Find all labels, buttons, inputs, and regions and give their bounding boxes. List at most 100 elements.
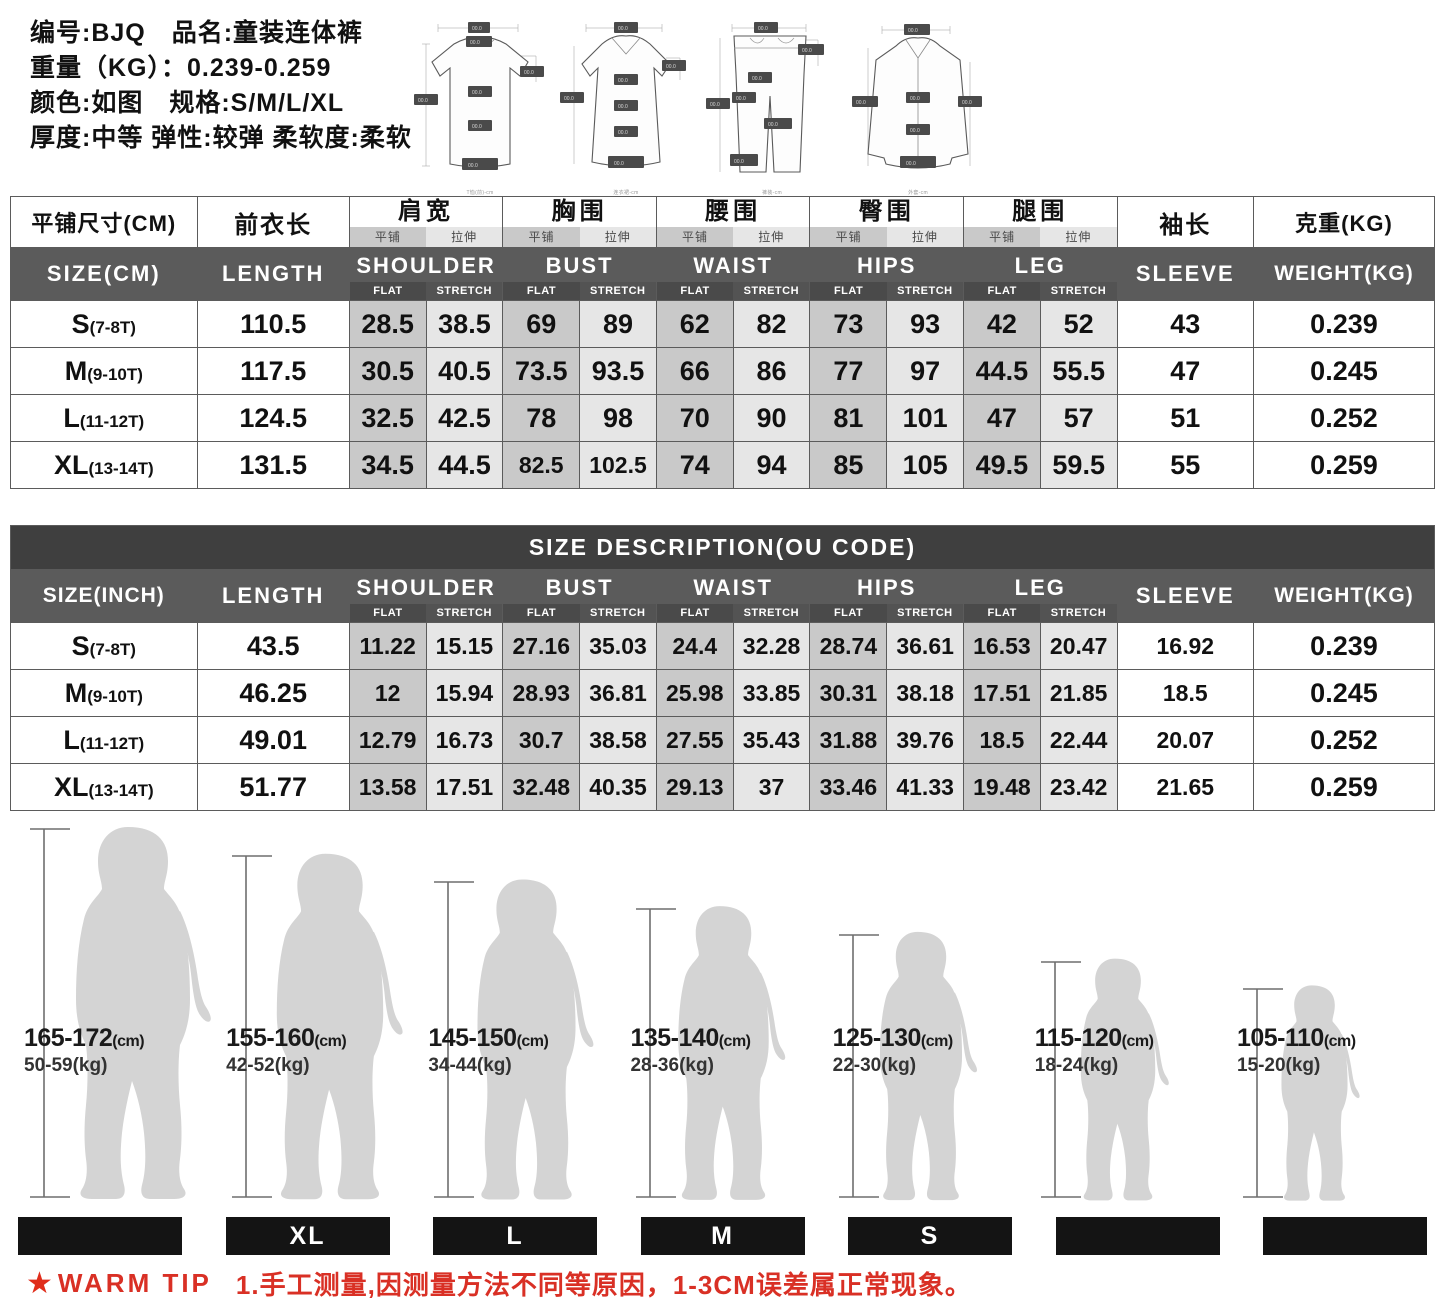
inch-row-3-hips-flat: 33.46 xyxy=(809,763,888,811)
inch-header-en-shoulder-stretch: STRETCH xyxy=(426,604,503,622)
inch-header-en-waist-flat: FLAT xyxy=(656,604,734,622)
cm-row-0-shoulder-stretch: 38.5 xyxy=(425,300,504,348)
cm-row-1-shoulder-stretch: 40.5 xyxy=(425,347,504,395)
figure-column: 135-140(cm) 28-36(kg) xyxy=(624,823,820,1211)
cm-header-en-shoulder-stretch: STRETCH xyxy=(426,282,503,300)
svg-text:00.0: 00.0 xyxy=(470,40,480,46)
inch-row-1-shoulder-flat: 12 xyxy=(348,669,427,717)
inch-row-3-leg-flat: 19.48 xyxy=(963,763,1041,811)
pants-diagram: 00.0 00.0 00.0 00.0 00.0 00.0 00.0 裤装-cm xyxy=(702,14,842,196)
cm-header-cn-size: 平铺尺寸(CM) xyxy=(10,196,198,248)
svg-text:00.0: 00.0 xyxy=(736,96,746,102)
cm-header-en-shoulder-flat: FLAT xyxy=(349,282,427,300)
cm-header-en-length: LENGTH xyxy=(196,247,350,301)
cm-header-cn-shoulder-stretch: 拉伸 xyxy=(426,227,503,247)
inch-header-en-bust: BUST xyxy=(545,575,614,600)
inch-row-1-size-label: M xyxy=(64,677,88,708)
svg-text:00.0: 00.0 xyxy=(666,64,676,70)
cm-row-2-waist-flat: 70 xyxy=(655,394,734,442)
inch-row-2-length: 49.01 xyxy=(196,716,350,764)
child-silhouette xyxy=(1029,823,1225,1203)
cm-header-cn-hips-flat: 平铺 xyxy=(810,227,887,247)
size-bar-m: M xyxy=(640,1217,805,1255)
cm-header-en-shoulder-group: SHOULDER FLAT STRETCH xyxy=(348,247,504,301)
cm-header-cn-sleeve: 袖长 xyxy=(1116,196,1254,248)
inch-row-1-waist-flat: 25.98 xyxy=(655,669,734,717)
inch-row-3-size: XL(13-14T) xyxy=(10,763,198,811)
size-description-banner: SIZE DESCRIPTION(OU CODE) xyxy=(10,525,1435,570)
pants-caption: 裤装-cm xyxy=(762,190,782,196)
cm-header-cn-hips: 臀围 xyxy=(858,198,915,225)
warm-tip-cn-label: 1.手工测量,因测量方法不同等原因，1-3CM误差属正常现象。 xyxy=(235,1270,972,1300)
product-color: 颜色:如图 xyxy=(30,89,144,117)
cm-header-cn-shoulder-flat: 平铺 xyxy=(349,227,427,247)
product-info-line-2: 重量（KG）：0.239-0.259 xyxy=(30,51,410,86)
cm-row-3-size-label: XL xyxy=(53,449,89,480)
inch-header-en-size: SIZE(INCH) xyxy=(10,569,198,623)
size-bar-xl: XL xyxy=(225,1217,390,1255)
cm-header-cn-leg-group: 腿围 平铺 拉伸 xyxy=(963,196,1118,248)
cm-row-3-hips-stretch: 105 xyxy=(886,441,965,489)
inch-row-0-shoulder-flat: 11.22 xyxy=(348,622,427,670)
cm-row-2-age: (11-12T) xyxy=(79,411,145,431)
svg-text:00.0: 00.0 xyxy=(472,124,482,130)
warm-tip-en-label: WARM TIP xyxy=(57,1268,212,1298)
cm-row-1-waist-stretch: 86 xyxy=(732,347,811,395)
inch-row-3-waist-flat: 29.13 xyxy=(655,763,734,811)
svg-text:00.0: 00.0 xyxy=(618,104,628,110)
svg-text:00.0: 00.0 xyxy=(468,163,478,169)
cm-row-2-shoulder-flat: 32.5 xyxy=(348,394,427,442)
product-info-line-3: 颜色:如图 规格:S/M/L/XL xyxy=(30,86,410,121)
cm-table-wrapper: 平铺尺寸(CM) 前衣长 肩宽 平铺 拉伸 胸围 平铺 拉伸 腰围 平铺 xyxy=(0,196,1445,489)
cm-row-1-hips-flat: 77 xyxy=(809,347,888,395)
inch-header-en-waist-stretch: STRETCH xyxy=(733,604,810,622)
svg-text:00.0: 00.0 xyxy=(710,102,720,108)
cm-row-1-length: 117.5 xyxy=(196,347,350,395)
cm-row-0-waist-stretch: 82 xyxy=(732,300,811,348)
svg-text:00.0: 00.0 xyxy=(768,122,778,128)
inch-header-en-leg: LEG xyxy=(1014,575,1066,600)
cm-header-en-hips-flat: FLAT xyxy=(810,282,887,300)
cm-row-3-age: (13-14T) xyxy=(88,458,154,478)
inch-row-0-size-label: S xyxy=(71,630,90,661)
garment-diagrams: 00.0 00.0 00.0 00.0 00.0 00.0 00.0 T恤(前)-cm xyxy=(410,10,1445,196)
inch-row-1-waist-stretch: 33.85 xyxy=(732,669,811,717)
cm-row-3-shoulder-stretch: 44.5 xyxy=(425,441,504,489)
inch-row-0-length: 43.5 xyxy=(196,622,350,670)
inch-row-1-length: 46.25 xyxy=(196,669,350,717)
table-row: M(9-10T) 46.25 12 15.94 28.93 36.81 25.9… xyxy=(10,669,1436,717)
cm-header-cn-hips-stretch: 拉伸 xyxy=(886,227,964,247)
inch-header-en-bust-flat: FLAT xyxy=(503,604,580,622)
inch-header-en-bust-group: BUST FLAT STRETCH xyxy=(502,569,657,623)
svg-text:00.0: 00.0 xyxy=(856,100,866,106)
inch-row-1-weight: 0.245 xyxy=(1252,669,1436,717)
inch-row-1-shoulder-stretch: 15.94 xyxy=(425,669,504,717)
product-info-line-4: 厚度:中等 弹性:较弹 柔软度:柔软 xyxy=(30,121,411,156)
cm-row-1-shoulder-flat: 30.5 xyxy=(348,347,427,395)
cm-row-3-length: 131.5 xyxy=(196,441,350,489)
cm-row-3-bust-flat: 82.5 xyxy=(502,441,581,489)
inch-row-0-weight: 0.239 xyxy=(1252,622,1436,670)
svg-text:00.0: 00.0 xyxy=(910,128,920,134)
cm-header-en-leg-group: LEG FLAT STRETCH xyxy=(963,247,1118,301)
inch-row-1-sleeve: 18.5 xyxy=(1116,669,1254,717)
inch-row-2-sleeve: 20.07 xyxy=(1116,716,1254,764)
star-icon: ★ xyxy=(26,1266,54,1300)
inch-row-0-waist-flat: 24.4 xyxy=(655,622,734,670)
inch-row-0-waist-stretch: 32.28 xyxy=(732,622,811,670)
inch-row-3-bust-flat: 32.48 xyxy=(502,763,581,811)
cm-row-1-leg-stretch: 55.5 xyxy=(1039,347,1118,395)
product-info-block: 编号:BJQ 品名:童装连体裤 重量（KG）：0.239-0.259 颜色:如图规… xyxy=(0,10,411,156)
cm-row-1-waist-flat: 66 xyxy=(655,347,734,395)
inch-header-en-hips-group: HIPS FLAT STRETCH xyxy=(809,569,965,623)
cm-row-1-size-label: M xyxy=(64,355,88,386)
inch-header-en-waist: WAIST xyxy=(693,575,773,600)
cm-row-1-size: M(9-10T) xyxy=(10,347,198,395)
inch-row-1-hips-flat: 30.31 xyxy=(809,669,888,717)
svg-text:00.0: 00.0 xyxy=(524,70,534,76)
cm-header-cn-bust-group: 胸围 平铺 拉伸 xyxy=(502,196,657,248)
size-bar-s: S xyxy=(848,1217,1012,1255)
table-row: L(11-12T) 124.5 32.5 42.5 78 98 70 90 81… xyxy=(10,394,1436,442)
product-name: 品名:童装连体裤 xyxy=(171,19,364,47)
svg-text:00.0: 00.0 xyxy=(908,28,918,34)
